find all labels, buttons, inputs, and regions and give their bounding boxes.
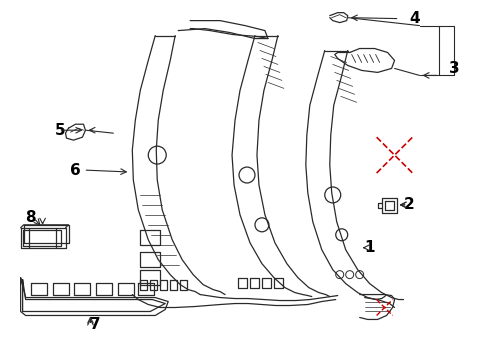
Text: 4: 4: [408, 11, 419, 26]
Text: 6: 6: [70, 162, 81, 177]
Text: 1: 1: [364, 240, 374, 255]
Text: 8: 8: [25, 210, 36, 225]
Text: 2: 2: [403, 197, 414, 212]
Text: 3: 3: [448, 61, 459, 76]
Text: 5: 5: [55, 123, 66, 138]
Text: 7: 7: [90, 317, 101, 332]
